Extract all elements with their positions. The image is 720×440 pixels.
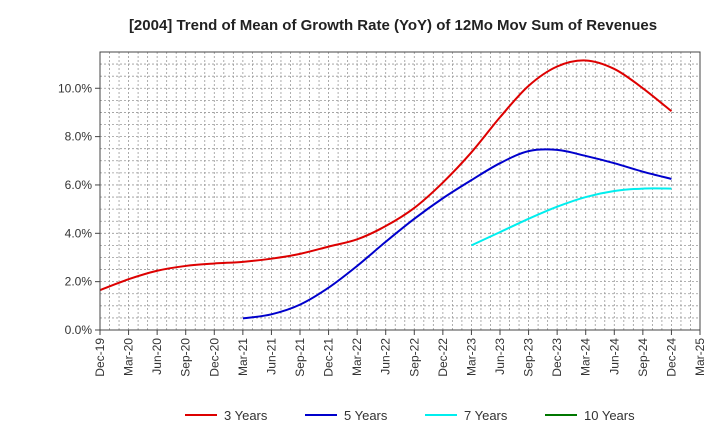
series-line-5-years [242, 148, 672, 320]
legend-label: 10 Years [584, 408, 635, 423]
x-tick-label: Dec-19 [93, 338, 107, 377]
series-line-7-years [471, 187, 672, 247]
x-tick-label: Sep-20 [179, 338, 193, 377]
y-tick-label: 4.0% [65, 226, 93, 240]
y-tick-label: 6.0% [65, 178, 93, 192]
y-tick-label: 2.0% [65, 275, 93, 289]
x-tick-label: Mar-25 [693, 338, 707, 376]
y-tick-label: 8.0% [65, 130, 93, 144]
x-tick-label: Sep-24 [636, 338, 650, 377]
legend-label: 3 Years [224, 408, 268, 423]
x-tick-label: Jun-20 [150, 338, 164, 375]
x-tick-label: Dec-24 [664, 338, 678, 377]
legend-label: 5 Years [344, 408, 388, 423]
x-tick-label: Dec-20 [207, 338, 221, 377]
x-tick-label: Jun-22 [379, 338, 393, 375]
x-tick-label: Sep-21 [293, 338, 307, 377]
legend-label: 7 Years [464, 408, 508, 423]
legend: 3 Years 5 Years 7 Years 10 Years [185, 408, 635, 423]
x-tick-label: Jun-21 [264, 338, 278, 375]
chart-title: [2004] Trend of Mean of Growth Rate (YoY… [129, 17, 657, 34]
series-line-3-years [99, 59, 673, 292]
x-tick-label: Jun-24 [607, 338, 621, 375]
x-tick-label: Mar-23 [464, 338, 478, 376]
x-tick-label: Mar-22 [350, 338, 364, 376]
x-tick-label: Jun-23 [493, 338, 507, 375]
x-tick-label: Dec-23 [550, 338, 564, 377]
x-tick-label: Sep-22 [407, 338, 421, 377]
x-axis-ticks: Dec-19 Mar-20 Jun-20 Sep-20 Dec-20 Mar-21 Jun-… [93, 330, 707, 377]
y-axis-ticks: 0.0% 2.0% 4.0% 6.0% 8.0% 10.0% [58, 81, 100, 337]
y-tick-label: 0.0% [65, 323, 93, 337]
x-tick-label: Mar-20 [122, 338, 136, 376]
series-lines [99, 59, 673, 320]
x-tick-label: Dec-21 [322, 338, 336, 377]
x-tick-label: Dec-22 [436, 338, 450, 377]
x-tick-label: Sep-23 [522, 338, 536, 377]
x-tick-label: Mar-24 [579, 338, 593, 376]
y-tick-label: 10.0% [58, 81, 92, 95]
x-tick-label: Mar-21 [236, 338, 250, 376]
plot-area [99, 51, 701, 331]
